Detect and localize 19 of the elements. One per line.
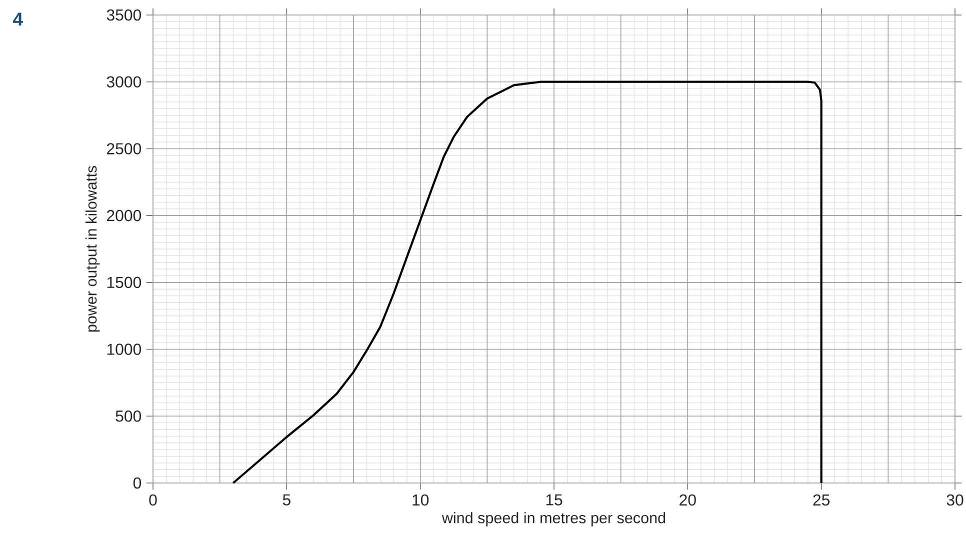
- x-tick-label: 0: [149, 494, 157, 506]
- x-tick-label: 5: [282, 494, 290, 506]
- y-tick-label: 1000: [107, 344, 142, 355]
- x-axis-title: wind speed in metres per second: [442, 512, 666, 526]
- x-tick-label: 20: [680, 494, 696, 506]
- y-tick-label: 1500: [107, 276, 142, 288]
- y-tick-label: 500: [116, 410, 142, 422]
- y-tick-label: 0: [133, 477, 142, 489]
- x-tick-label: 15: [546, 494, 562, 506]
- y-tick-label: 3000: [106, 76, 142, 88]
- x-tick-label: 25: [813, 494, 830, 506]
- y-tick-label: 2000: [106, 210, 142, 222]
- line-series: [232, 80, 822, 484]
- y-axis-title: power output in kilowatts: [86, 166, 100, 332]
- x-tick-label: 10: [412, 494, 429, 506]
- x-tick-label: 30: [946, 494, 964, 506]
- y-tick-label: 2500: [106, 143, 142, 154]
- y-tick-label: 3500: [106, 9, 142, 21]
- text: 4: [12, 12, 23, 26]
